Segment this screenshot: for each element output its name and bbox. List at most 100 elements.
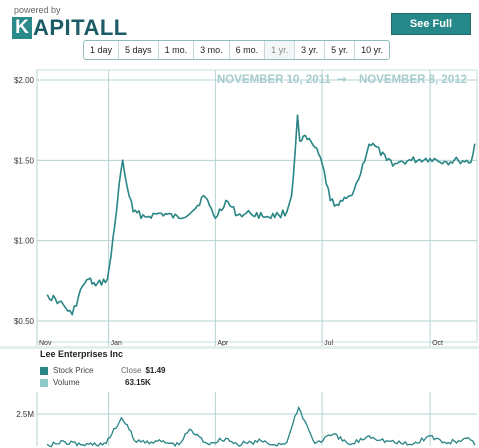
price-point bbox=[106, 278, 109, 281]
price-point bbox=[214, 217, 217, 219]
price-point bbox=[87, 278, 90, 281]
price-point bbox=[385, 159, 388, 162]
price-point bbox=[194, 207, 197, 210]
price-point bbox=[445, 161, 448, 163]
range-button-6-mo[interactable]: 6 mo. bbox=[230, 41, 266, 59]
range-button-3-yr[interactable]: 3 yr. bbox=[295, 41, 326, 59]
price-point bbox=[249, 212, 252, 215]
logo-text: APITALL bbox=[33, 15, 128, 40]
volume-point bbox=[385, 440, 388, 442]
stock-chart: $0.50 $1.00 $1.50 $2.00 Nov Jan Apr Jul Oct NOVEM… bbox=[0, 69, 479, 448]
volume-point bbox=[225, 437, 227, 440]
price-point bbox=[225, 199, 227, 202]
legend-item-volume: Volume 63.15K bbox=[40, 378, 151, 387]
legend-item-stock-price: Stock Price Close $1.49 bbox=[40, 366, 165, 375]
range-button-1-mo[interactable]: 1 mo. bbox=[159, 41, 195, 59]
price-point bbox=[290, 194, 293, 197]
volume-point bbox=[272, 444, 274, 446]
price-point bbox=[178, 217, 180, 219]
price-point bbox=[349, 194, 352, 197]
price-point bbox=[118, 183, 120, 186]
y-tick-label: $1.50 bbox=[14, 156, 35, 165]
price-point bbox=[144, 215, 146, 218]
legend-label: Stock Price bbox=[53, 366, 94, 375]
volume-point bbox=[188, 428, 191, 431]
price-point bbox=[286, 210, 288, 213]
volume-point bbox=[297, 406, 300, 409]
volume-point bbox=[64, 441, 66, 443]
price-point bbox=[115, 207, 118, 210]
price-point bbox=[208, 204, 211, 207]
x-tick-label: Nov bbox=[39, 340, 52, 347]
price-point bbox=[410, 159, 413, 162]
range-selector: 1 day 5 days 1 mo. 3 mo. 6 mo. 1 yr. 3 yr. 5 yr… bbox=[83, 40, 391, 60]
volume-point bbox=[331, 433, 334, 436]
price-point bbox=[321, 162, 323, 165]
price-point bbox=[470, 161, 472, 163]
x-tick-label: Oct bbox=[432, 340, 443, 347]
range-button-1-day[interactable]: 1 day bbox=[84, 41, 120, 59]
legend-label: Volume bbox=[53, 378, 80, 387]
volume-point bbox=[260, 440, 262, 442]
legend-key: Close bbox=[121, 366, 142, 375]
price-point bbox=[277, 214, 280, 216]
x-tick-label: Jul bbox=[324, 340, 333, 347]
date-range-start: NOVEMBER 10, 2011 bbox=[217, 74, 331, 86]
price-point bbox=[81, 284, 84, 287]
price-point bbox=[294, 151, 296, 154]
legend-value: 63.15K bbox=[125, 378, 151, 387]
price-point bbox=[126, 186, 129, 189]
volume-point bbox=[236, 444, 239, 446]
kapitall-logo: K APITALL bbox=[12, 15, 128, 40]
volume-point bbox=[136, 441, 138, 443]
company-name: Lee Enterprises Inc bbox=[40, 349, 124, 359]
range-button-10-yr[interactable]: 10 yr. bbox=[361, 45, 384, 55]
legend-swatch-volume bbox=[40, 378, 48, 387]
price-point bbox=[329, 199, 332, 202]
price-point bbox=[357, 178, 360, 181]
y-tick-label: $2.00 bbox=[14, 76, 35, 85]
legend-swatch-stock-price bbox=[40, 366, 48, 375]
price-point bbox=[121, 159, 124, 162]
price-point bbox=[314, 146, 316, 149]
volume-point bbox=[105, 442, 107, 445]
chart-header: powered by K APITALL See Full Screen 1 d… bbox=[0, 0, 479, 62]
price-point bbox=[160, 212, 163, 215]
price-point bbox=[110, 255, 112, 258]
see-full-screen-button[interactable]: See Full Screen bbox=[391, 13, 471, 50]
volume-point bbox=[46, 444, 49, 446]
volume-point bbox=[429, 435, 431, 437]
volume-tick-label: 2.5M bbox=[16, 410, 34, 419]
volume-point bbox=[349, 444, 351, 446]
price-series-line bbox=[46, 114, 476, 316]
price-point bbox=[266, 215, 268, 218]
date-range-arrow: → bbox=[337, 72, 347, 86]
price-point bbox=[46, 294, 49, 297]
volume-point bbox=[120, 417, 123, 419]
volume-point bbox=[286, 441, 288, 443]
x-tick-label: Jan bbox=[111, 340, 122, 347]
volume-point bbox=[206, 442, 208, 445]
price-point bbox=[429, 157, 431, 160]
powered-by-label: powered by bbox=[14, 5, 61, 15]
y-tick-label: $0.50 bbox=[14, 317, 35, 326]
volume-point bbox=[445, 442, 448, 445]
price-point bbox=[299, 140, 301, 142]
price-point bbox=[94, 284, 97, 287]
range-button-3-mo[interactable]: 3 mo. bbox=[194, 41, 230, 59]
range-button-5-yr[interactable]: 5 yr. bbox=[325, 41, 356, 59]
range-button-1-yr[interactable]: 1 yr. bbox=[265, 41, 296, 59]
date-range-end: NOVEMBER 8, 2012 bbox=[359, 74, 467, 86]
logo-initial: K bbox=[12, 17, 32, 39]
price-point bbox=[337, 204, 340, 207]
volume-point bbox=[465, 437, 468, 440]
price-point bbox=[296, 114, 299, 117]
price-point bbox=[473, 143, 476, 146]
price-point bbox=[457, 159, 460, 162]
price-point bbox=[374, 145, 376, 147]
volume-point bbox=[154, 440, 157, 442]
range-button-5-days[interactable]: 5 days bbox=[119, 41, 159, 59]
x-tick-label: Apr bbox=[217, 340, 229, 347]
price-point bbox=[302, 135, 305, 138]
panel-separator bbox=[0, 346, 479, 349]
